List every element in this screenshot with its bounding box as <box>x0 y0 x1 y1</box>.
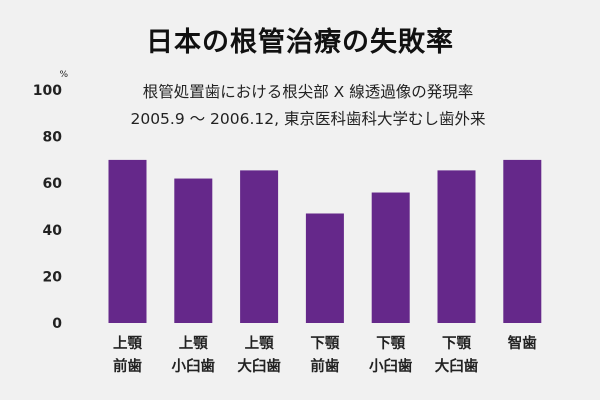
bar <box>240 170 279 323</box>
bar <box>174 178 213 323</box>
bar <box>108 159 147 323</box>
y-tick-label: 60 <box>43 176 63 192</box>
y-tick-label: 100 <box>33 83 62 99</box>
x-category-label: 下顎 <box>310 335 339 352</box>
x-category-label: 前歯 <box>310 357 339 375</box>
bar <box>503 159 542 323</box>
y-unit-label: % <box>59 70 68 80</box>
x-category-label: 上顎 <box>179 335 208 352</box>
x-category-label: 大臼歯 <box>435 357 479 375</box>
chart-title: 日本の根管治療の失敗率 <box>146 27 454 58</box>
bar-series <box>108 159 542 323</box>
x-category-label: 大臼歯 <box>237 357 281 375</box>
x-category-label: 小臼歯 <box>172 357 216 375</box>
x-category-label: 上顎 <box>113 335 142 352</box>
bar <box>371 192 410 323</box>
y-tick-label: 40 <box>43 223 63 239</box>
chart-subtitle-line-1: 根管処置歯における根尖部 X 線透過像の発現率 <box>142 83 474 101</box>
x-category-label: 下顎 <box>442 335 471 352</box>
y-tick-label: 80 <box>43 130 63 146</box>
x-category-label: 智歯 <box>508 334 537 352</box>
y-tick-label: 20 <box>43 269 63 285</box>
bar <box>437 170 476 323</box>
x-category-label: 小臼歯 <box>369 357 413 375</box>
y-axis: 0 20 40 60 80 100 <box>33 83 62 332</box>
x-category-label: 上顎 <box>245 335 274 352</box>
chart-subtitle-line-2: 2005.9 〜 2006.12, 東京医科歯科大学むし歯外来 <box>130 110 486 128</box>
x-category-label: 下顎 <box>376 335 405 352</box>
x-category-label: 前歯 <box>113 357 142 375</box>
y-tick-label: 0 <box>52 316 62 332</box>
bar <box>305 213 344 323</box>
